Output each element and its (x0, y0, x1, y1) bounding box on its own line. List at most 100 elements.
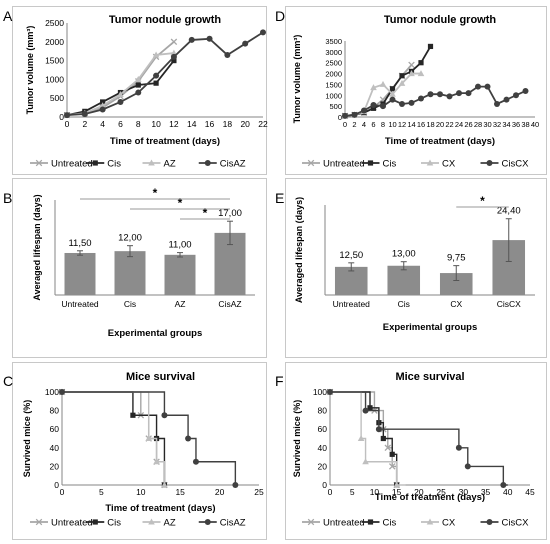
d-y-tick-label: 500 (329, 102, 342, 111)
d-series-ciscx-point (503, 96, 510, 103)
d-x-tick-label: 22 (445, 120, 453, 129)
c-x-tick-label: 5 (99, 487, 104, 497)
f-series-ciscx-point (455, 444, 462, 451)
d-series-ciscx-point (342, 112, 348, 119)
f-series-untreated-point (384, 444, 392, 452)
f-y-axis-label: Survived mice (%) (292, 400, 302, 478)
d-y-tick-label: 0 (338, 113, 342, 122)
f-legend-cis-marker (367, 519, 374, 525)
d-legend-cx-label: CX (442, 159, 456, 170)
a-x-tick-label: 4 (100, 119, 105, 129)
d-x-tick-label: 0 (343, 120, 347, 129)
c-y-tick-label: 0 (54, 480, 59, 490)
c-legend-cis-marker (92, 519, 98, 525)
f-legend-ciscx-label: CisCX (502, 518, 530, 529)
a-y-tick-label: 500 (50, 93, 64, 103)
d-series-cx-point (370, 84, 377, 91)
a-series-cisaz-point (153, 72, 160, 79)
e-bar-untreated (334, 266, 368, 295)
b-y-axis-label: Averaged lifespan (days) (32, 194, 42, 300)
b-significance-marker: * (178, 196, 183, 210)
b-category-label: CisAZ (218, 299, 241, 309)
c-series-cisaz-point (59, 389, 65, 395)
a-series-cis-line (66, 60, 175, 117)
d-series-ciscx-point (408, 99, 415, 106)
d-series-ciscx-point (484, 83, 491, 90)
d-series-cx-point (417, 70, 425, 77)
f-y-tick-label: 40 (318, 443, 328, 453)
d-series-ciscx-point (494, 100, 500, 107)
e-category-label: CisCX (497, 299, 521, 309)
a-y-axis-label: Tumor volume (mm³) (25, 26, 35, 115)
e-value-label: 13,00 (392, 249, 416, 260)
b-significance-marker: * (203, 206, 208, 220)
a-y-tick-label: 2000 (45, 37, 64, 47)
c-y-tick-label: 100 (45, 387, 59, 397)
f-series-cx-line (330, 391, 406, 486)
b-bar-untreated (64, 252, 96, 295)
a-chart-title: Tumor nodule growth (109, 14, 222, 26)
b-x-axis-label: Experimental groups (108, 328, 203, 339)
a-series-cis-point (171, 58, 177, 64)
f-series-untreated-point (388, 463, 396, 470)
d-x-tick-label: 30 (483, 120, 491, 129)
a-legend-untreated-marker (35, 159, 43, 167)
d-series-ciscx-point (522, 87, 529, 94)
d-legend-untreated-label: Untreated (323, 159, 365, 170)
a-legend-untreated-label: Untreated (51, 159, 93, 170)
f-series-ciscx-point (362, 407, 369, 414)
a-x-tick-label: 16 (205, 119, 215, 129)
f-legend-ciscx-marker (486, 519, 493, 525)
d-y-axis-label: Tumor volume (mm³) (292, 35, 302, 124)
d-x-tick-label: 24 (455, 120, 463, 129)
c-legend-cisaz-marker (204, 519, 211, 525)
a-x-tick-label: 6 (118, 119, 123, 129)
d-series-untreated-point (408, 61, 415, 69)
d-series-ciscx-point (389, 96, 396, 103)
d-series-ciscx-point (513, 92, 519, 99)
e-y-axis-label: Averaged lifespan (days) (294, 197, 304, 303)
f-x-tick-label: 5 (350, 487, 355, 497)
d-series-ciscx-point (418, 95, 424, 102)
panel-label-d: D (275, 8, 286, 24)
d-series-cis-point (389, 86, 396, 92)
a-x-tick-label: 18 (223, 119, 233, 129)
f-legend-cis-label: Cis (383, 518, 397, 529)
c-y-axis-label: Survived mice (%) (22, 400, 32, 478)
a-legend-cisaz-label: CisAZ (220, 159, 246, 170)
a-series-cisaz-line (66, 31, 264, 117)
d-x-tick-label: 2 (352, 120, 356, 129)
d-series-ciscx-point (380, 103, 386, 110)
a-series-az-point (99, 102, 106, 109)
d-x-tick-label: 16 (417, 120, 425, 129)
d-x-tick-label: 34 (502, 120, 510, 129)
f-series-ciscx-point (464, 463, 471, 470)
d-series-ciscx-point (465, 90, 472, 97)
a-y-tick-label: 0 (59, 112, 64, 122)
a-series-az-point (152, 51, 160, 58)
c-series-cis-point (130, 412, 136, 418)
a-series-cisaz-point (242, 40, 249, 47)
c-x-tick-label: 20 (215, 487, 225, 497)
d-series-ciscx-point (446, 93, 453, 100)
d-x-tick-label: 32 (493, 120, 501, 129)
a-series-cisaz-point (188, 36, 195, 43)
a-series-az-point (117, 90, 124, 97)
d-x-tick-label: 12 (398, 120, 406, 129)
a-series-cisaz-point (81, 110, 88, 117)
c-series-cisaz-point (185, 435, 192, 442)
f-x-tick-label: 30 (459, 487, 469, 497)
d-series-cx-point (379, 80, 387, 87)
f-series-cx-point (393, 481, 400, 488)
d-x-tick-label: 36 (512, 120, 520, 129)
d-series-cx-line (344, 72, 421, 117)
c-series-az-point (161, 481, 168, 488)
c-series-az-point (153, 458, 160, 465)
f-y-tick-label: 60 (318, 424, 328, 434)
c-chart-title: Mice survival (126, 371, 195, 383)
f-series-cis-point (389, 451, 395, 457)
a-x-axis-label: Time of treatment (days) (110, 136, 220, 147)
e-bar-cx (439, 273, 473, 295)
a-series-cisaz-point (224, 51, 231, 58)
d-y-tick-label: 2000 (325, 70, 342, 79)
